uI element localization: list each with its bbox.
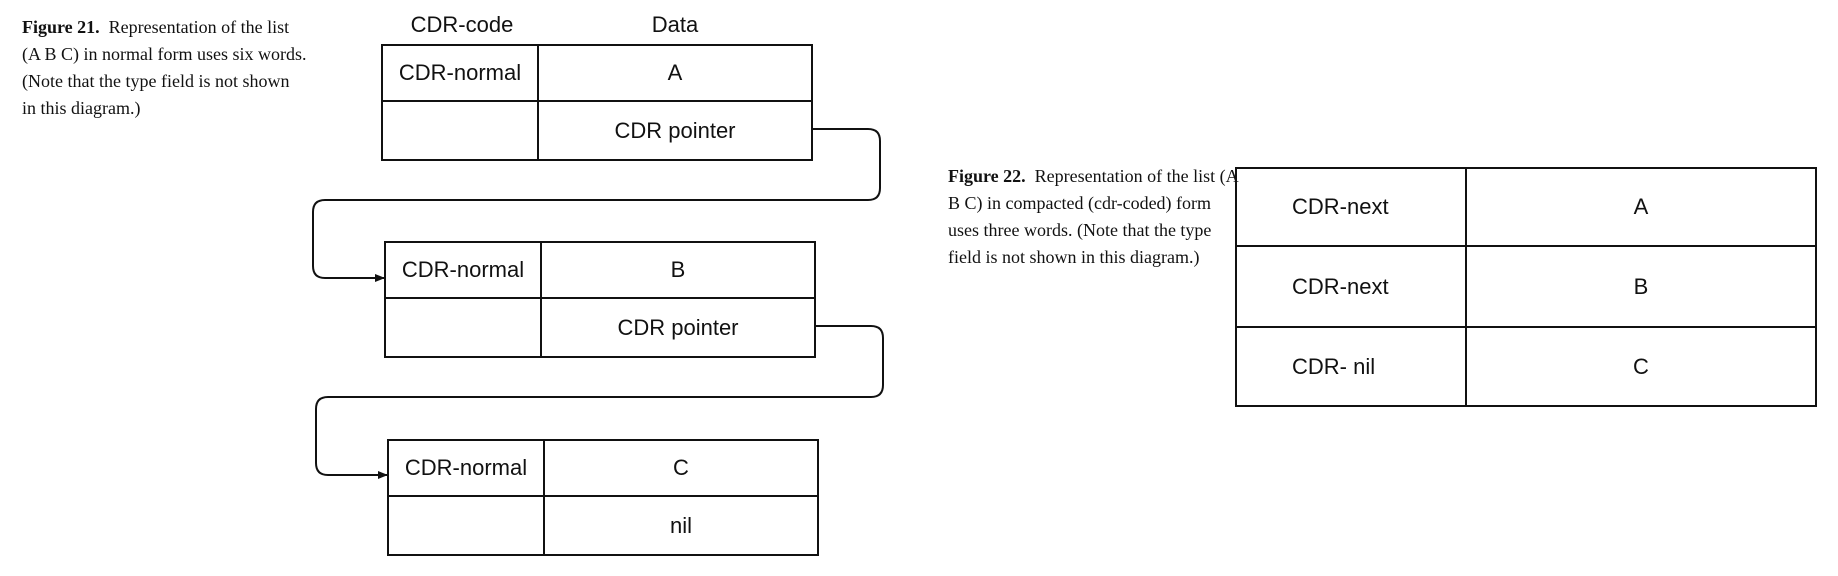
cons-cell-b — [384, 241, 816, 358]
node-a-cdr-code: CDR-normal — [398, 60, 522, 85]
compact-row-3-data: C — [1633, 353, 1649, 379]
figure-22-caption: Figure 22. Representation of the list (A… — [948, 163, 1238, 271]
figure-21-text: Representation of the list (A B C) in no… — [22, 17, 307, 118]
cdr-code-header: CDR-code — [410, 12, 514, 37]
node-c-cdr-pointer: nil — [669, 512, 692, 538]
data-header: Data — [651, 12, 699, 37]
node-a-cdr-pointer: CDR pointer — [614, 117, 736, 143]
compact-row-3-code: CDR- nil — [1292, 353, 1376, 379]
figure-22-label: Figure 22. — [948, 166, 1026, 186]
node-a-data: A — [667, 60, 683, 85]
compact-table — [1235, 167, 1817, 407]
figure-21-caption: Figure 21. Representation of the list (A… — [22, 14, 307, 122]
cdr-pointer-arrow-b-to-c — [315, 325, 884, 479]
compact-row-2-data: B — [1633, 273, 1649, 299]
node-c-data: C — [673, 455, 689, 480]
node-c-cdr-code: CDR-normal — [404, 455, 528, 480]
compact-row-1-code: CDR-next — [1292, 194, 1389, 219]
node-b-data: B — [670, 257, 686, 282]
cdr-pointer-arrow-a-to-b — [312, 128, 881, 282]
compact-row-2-code: CDR-next — [1292, 273, 1389, 299]
cons-cell-a — [381, 44, 813, 161]
node-b-cdr-pointer: CDR pointer — [617, 314, 739, 340]
figure-21-label: Figure 21. — [22, 17, 100, 37]
node-b-cdr-code: CDR-normal — [401, 257, 525, 282]
compact-row-1-data: A — [1633, 194, 1649, 219]
cons-cell-c — [387, 439, 819, 556]
figure-22-text: Representation of the list (A B C) in co… — [948, 166, 1238, 267]
